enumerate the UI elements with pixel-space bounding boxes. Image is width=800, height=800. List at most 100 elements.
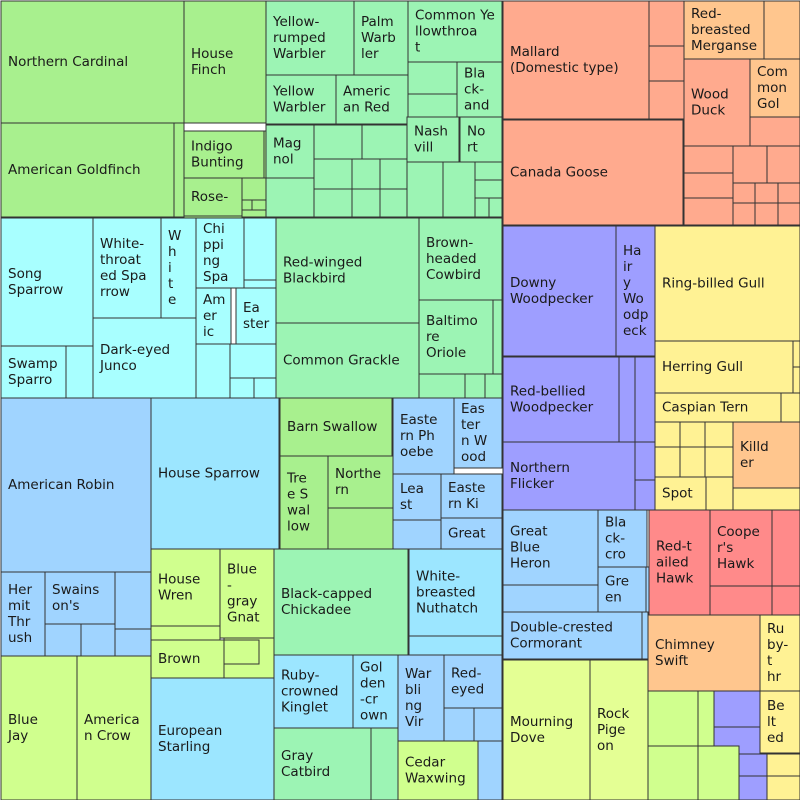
treemap-filler-cell <box>713 690 761 728</box>
treemap-cell: Ring-billed Gull <box>654 225 800 342</box>
treemap-cell-label: Northe rn <box>335 466 381 498</box>
treemap-filler-cell <box>648 45 685 82</box>
treemap-filler-cell <box>683 197 734 226</box>
treemap-cell-label: Barn Swallow <box>287 419 377 435</box>
treemap-cell-label: Killd er <box>740 439 769 471</box>
treemap-cell: Com mon Gol <box>749 58 800 118</box>
treemap-cell-label: Cedar Waxwing <box>405 755 466 787</box>
treemap-cell-rect <box>275 217 420 324</box>
treemap-cell-label: Nash vill <box>414 124 448 156</box>
treemap-filler-cell <box>634 356 656 443</box>
treemap-filler-cell <box>474 179 503 199</box>
treemap-cell: Barn Swallow <box>279 397 393 457</box>
treemap-filler-cell <box>777 182 800 204</box>
treemap-cell: House Sparrow <box>150 397 280 550</box>
treemap-filler-cell <box>749 116 800 147</box>
treemap-filler-cell <box>418 373 466 399</box>
treemap-cell-label: Mallard (Domestic type) <box>510 44 619 76</box>
treemap-filler-cell <box>379 188 408 218</box>
treemap-cell-rect <box>219 548 275 639</box>
treemap-cell-label: Song Sparrow <box>8 266 63 298</box>
treemap-cell-rect <box>502 659 591 800</box>
treemap-filler-cell <box>253 377 277 399</box>
treemap-cell: America n Crow <box>76 655 152 800</box>
treemap-filler-cell <box>327 507 394 550</box>
treemap-cell-rect <box>648 509 711 616</box>
treemap-cell-label: Americ an Red <box>343 84 390 116</box>
treemap-cell-label: Ea ster <box>243 300 270 332</box>
treemap-filler-cell <box>195 343 231 399</box>
treemap-filler-cell <box>265 177 315 218</box>
treemap-cell-label: House Sparrow <box>158 466 260 482</box>
treemap-cell: Killd er <box>732 421 800 489</box>
treemap-cell-rect <box>654 225 800 342</box>
treemap-cell: Yellow-rumped Warbler <box>265 0 355 76</box>
treemap-cell-label: Northern Cardinal <box>8 54 128 70</box>
treemap-cell-label: Wood Duck <box>691 87 729 119</box>
treemap-cell-label: Downy Woodpecker <box>510 275 594 307</box>
treemap-cell: Red-winged Blackbird <box>275 217 420 324</box>
treemap-cell-label: White-throat ed Spa rrow <box>100 236 147 300</box>
treemap-cell: Spot <box>654 476 707 511</box>
treemap-cell-label: War bli ng Vir <box>405 666 432 730</box>
treemap-filler-cell <box>65 345 94 399</box>
treemap-cell-rect <box>418 299 494 375</box>
treemap-cell-rect <box>502 611 643 660</box>
treemap-filler-cell <box>351 158 381 190</box>
treemap-cell: Bla ck-and <box>456 61 503 118</box>
treemap-cell-rect <box>392 473 442 521</box>
treemap-cell-rect <box>408 548 503 637</box>
treemap-cell-rect <box>443 654 503 709</box>
treemap-cell-label: Chi ppi ng Spa <box>203 221 228 285</box>
treemap-cell-label: Chimney Swift <box>655 637 715 669</box>
treemap-cell: No rt <box>459 116 503 163</box>
treemap-cell: Northe rn <box>327 455 394 509</box>
treemap-filler-cell <box>771 509 800 587</box>
treemap-filler-cell <box>766 145 800 184</box>
treemap-filler-cell <box>477 740 503 800</box>
treemap-cell-rect <box>0 217 94 347</box>
treemap-filler-cell <box>654 446 681 478</box>
treemap-cell-rect <box>335 74 409 125</box>
treemap-cell: Red-eyed <box>443 654 503 709</box>
treemap-filler-cell <box>406 161 444 218</box>
treemap-cell-rect <box>273 727 372 800</box>
treemap-cell-label: Ru by-t hr <box>767 621 788 685</box>
treemap-cell: Ea ster <box>235 287 277 345</box>
treemap-cell-label: Bla ck-cro <box>605 515 626 563</box>
treemap-cell-label: Her mit Thr ush <box>7 582 32 646</box>
treemap-cell-label: American Goldfinch <box>8 162 141 178</box>
treemap-cell-rect <box>353 0 409 76</box>
treemap-cell: American Goldfinch <box>0 122 175 218</box>
treemap-cell: Great <box>440 517 503 550</box>
treemap-filler-cell <box>114 628 152 657</box>
treemap-filler-cell <box>241 199 253 211</box>
treemap-cell: Brown-headed Cowbird <box>418 217 503 301</box>
treemap-cell-rect <box>406 116 460 163</box>
treemap-cell-label: Com mon Gol <box>757 64 788 112</box>
treemap-cell-rect <box>352 654 399 729</box>
treemap-filler-cell <box>647 690 699 747</box>
treemap-cell: Northern Cardinal <box>0 0 185 124</box>
treemap-cell-label: Rock Pige on <box>597 706 629 754</box>
treemap-cell-rect <box>502 225 617 357</box>
treemap-filler-cell <box>683 172 734 199</box>
treemap-cell-label: Blue -gray Gnat <box>227 562 260 626</box>
treemap-cell-label: Black-capped Chickadee <box>281 586 372 618</box>
treemap-cell: Gre en <box>597 566 647 613</box>
treemap-cell: Baltimo re Oriole <box>418 299 494 375</box>
treemap-cell-label: No rt <box>467 124 485 156</box>
treemap-filler-cell <box>634 441 656 481</box>
treemap-cell: Mourning Dove <box>502 659 591 800</box>
treemap-cell-rect <box>407 0 503 63</box>
treemap-cell: War bli ng Vir <box>397 654 445 742</box>
treemap-filler-cell <box>473 707 503 742</box>
treemap-filler-cell <box>754 202 779 226</box>
treemap-cell: Her mit Thr ush <box>0 571 46 657</box>
treemap-cell-label: Be lt ed <box>767 698 785 746</box>
treemap-filler-cell <box>732 182 756 204</box>
